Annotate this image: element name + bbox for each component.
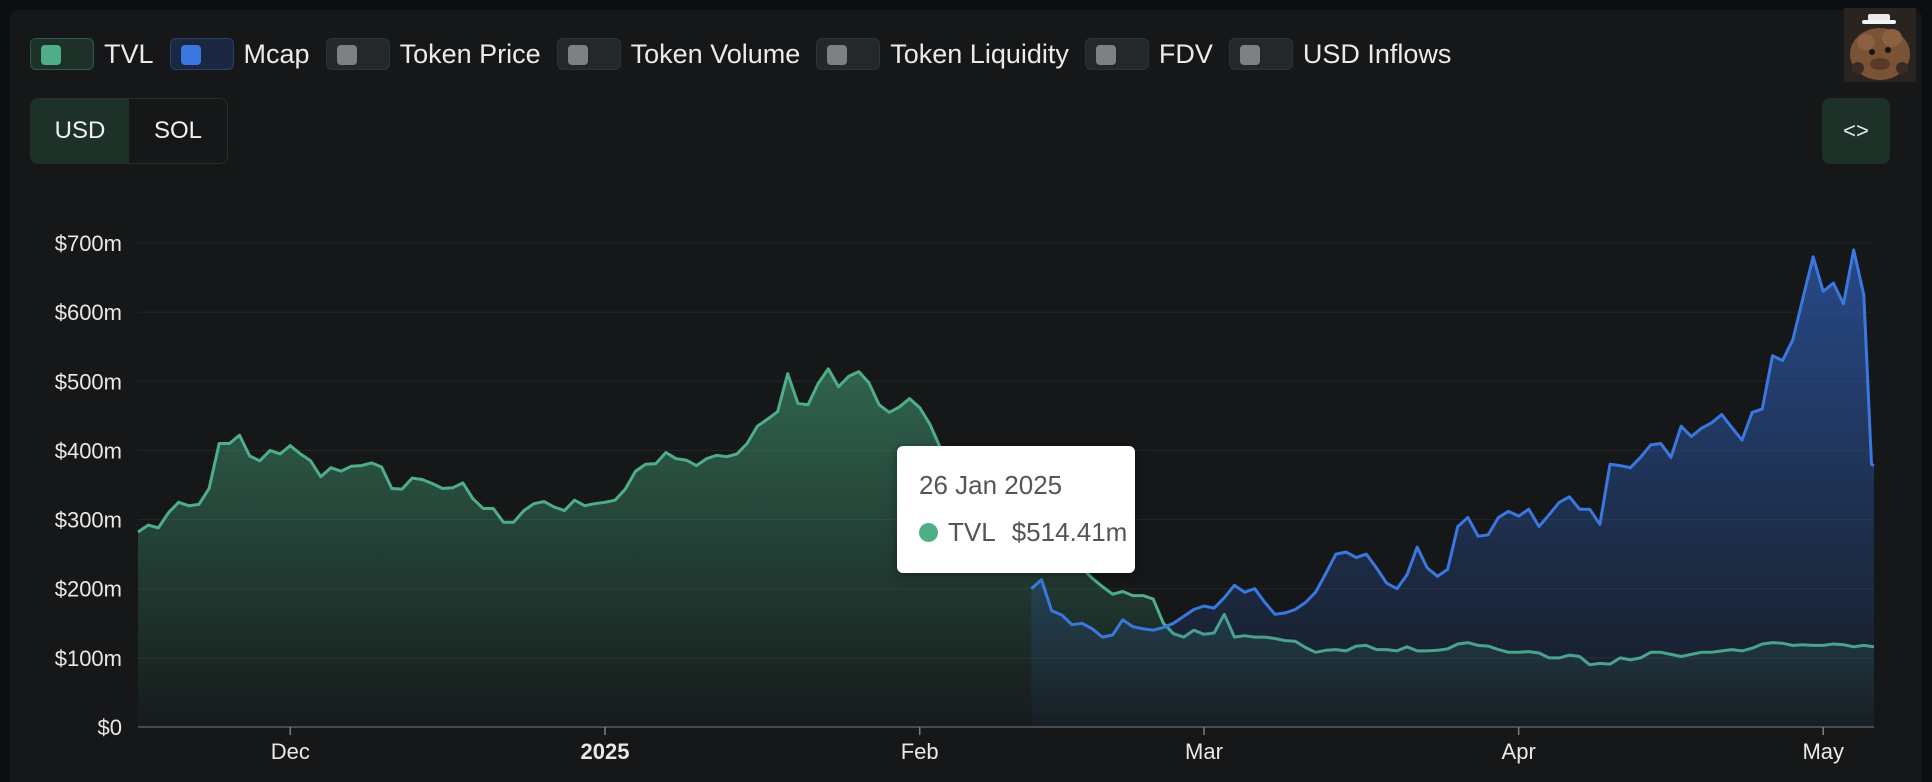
y-tick-label: $600m: [55, 300, 122, 325]
toggle-knob: [1095, 45, 1116, 65]
toggle-knob: [1239, 45, 1260, 65]
legend-item-tvl[interactable]: TVL: [30, 38, 154, 70]
legend-item-token-price[interactable]: Token Price: [325, 38, 541, 70]
y-tick-label: $400m: [55, 438, 122, 463]
tooltip-date: 26 Jan 2025: [919, 470, 1063, 500]
currency-usd-button[interactable]: USD: [31, 99, 129, 163]
x-axis: Dec 2025 Feb Mar Apr May: [138, 726, 1874, 764]
toggle-knob: [567, 45, 588, 65]
legend-label-token-liquidity: Token Liquidity: [890, 38, 1069, 69]
y-tick-label: $200m: [55, 577, 122, 602]
legend-item-fdv[interactable]: FDV: [1084, 38, 1213, 70]
legend: TVL Mcap Token Price Token Volume Token …: [30, 36, 1467, 72]
currency-switch: USD SOL: [30, 98, 228, 164]
legend-item-usd-inflows[interactable]: USD Inflows: [1228, 38, 1452, 70]
x-tick-label: 2025: [581, 739, 630, 764]
legend-label-token-price: Token Price: [399, 38, 541, 69]
toggle-knob: [336, 45, 357, 65]
toggle-usd-inflows[interactable]: [1228, 38, 1293, 70]
y-tick-label: $500m: [55, 369, 122, 394]
embed-code-button[interactable]: <>: [1822, 98, 1890, 164]
chart-tooltip: 26 Jan 2025 TVL $514.41m: [897, 446, 1135, 573]
tooltip-value: $514.41m: [1011, 517, 1128, 547]
currency-sol-button[interactable]: SOL: [153, 117, 203, 144]
toggle-token-liquidity[interactable]: [816, 38, 881, 70]
y-tick-label: $100m: [55, 646, 122, 671]
legend-item-token-liquidity[interactable]: Token Liquidity: [816, 38, 1069, 70]
legend-label-token-volume: Token Volume: [630, 38, 801, 69]
legend-label-usd-inflows: USD Inflows: [1302, 38, 1452, 69]
x-tick-label: Dec: [271, 739, 310, 764]
tooltip-row: TVL $514.41m: [919, 517, 1135, 548]
tooltip-series-name: TVL: [948, 517, 996, 547]
x-tick-label: Mar: [1185, 739, 1223, 764]
legend-label-fdv: FDV: [1158, 38, 1213, 69]
avatar-icon[interactable]: [1844, 8, 1916, 82]
y-tick-label: $300m: [55, 508, 122, 533]
toggle-knob: [180, 45, 201, 65]
tooltip-series-dot: [919, 523, 938, 542]
x-tick-label: Feb: [901, 739, 939, 764]
toggle-mcap[interactable]: [169, 38, 234, 70]
legend-item-mcap[interactable]: Mcap: [169, 38, 310, 70]
toggle-fdv[interactable]: [1084, 38, 1149, 70]
legend-item-token-volume[interactable]: Token Volume: [556, 38, 801, 70]
legend-label-mcap: Mcap: [243, 38, 310, 69]
toggle-token-price[interactable]: [325, 38, 390, 70]
y-tick-label: $700m: [55, 231, 122, 256]
y-tick-label: $0: [98, 715, 122, 740]
toggle-knob: [41, 45, 61, 65]
series-line-mcap: [1030, 248, 1875, 639]
legend-label-tvl: TVL: [104, 38, 154, 69]
toggle-token-volume[interactable]: [556, 38, 621, 70]
x-tick-label: Apr: [1502, 739, 1536, 764]
toggle-tvl[interactable]: [30, 38, 94, 70]
x-tick-label: May: [1802, 739, 1844, 764]
toggle-knob: [827, 45, 848, 65]
y-axis: $0 $100m $200m $300m $400m $500m $600m $700m: [55, 231, 122, 740]
series-area-mcap: [1031, 249, 1874, 727]
